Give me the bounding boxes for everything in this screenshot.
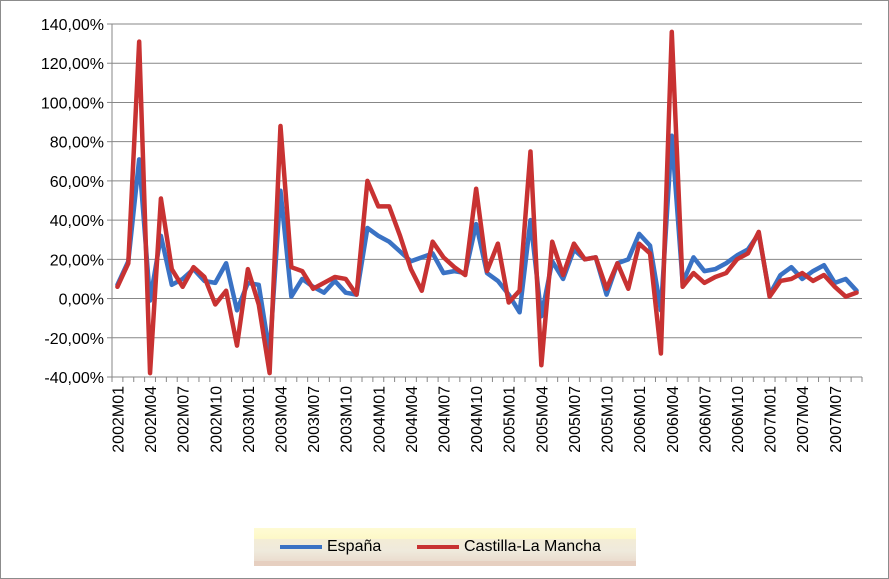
x-tick-label: 2006M01 bbox=[632, 386, 649, 453]
x-tick-label: 2003M07 bbox=[306, 386, 323, 453]
x-tick-label: 2007M04 bbox=[795, 386, 812, 453]
x-tick-label: 2004M07 bbox=[437, 386, 454, 453]
x-tick-labels: 2002M01 2002M04 2002M07 2002M10 2003M01 2003M… bbox=[110, 386, 844, 453]
x-tick-label: 2004M01 bbox=[371, 386, 388, 453]
x-tick-label: 2002M04 bbox=[143, 386, 160, 453]
y-tick-label: 80,00% bbox=[50, 135, 104, 152]
x-tick-label: 2005M07 bbox=[567, 386, 584, 453]
legend-swatch-castilla-la-mancha bbox=[417, 545, 459, 549]
series-points-castilla-la-mancha bbox=[116, 31, 858, 375]
legend-bottom-band bbox=[254, 561, 636, 566]
x-tick-label: 2002M07 bbox=[176, 386, 193, 453]
gridlines bbox=[112, 23, 862, 378]
y-tick-label: 100,00% bbox=[41, 95, 104, 112]
x-tick-label: 2006M10 bbox=[730, 386, 747, 453]
legend-entry-castilla-la-mancha: Castilla-La Mancha bbox=[417, 537, 601, 557]
x-tick-label: 2005M01 bbox=[502, 386, 519, 453]
y-tick-label: 0,00% bbox=[59, 292, 104, 309]
y-tick-label: 40,00% bbox=[50, 213, 104, 230]
legend-swatch-espana bbox=[280, 545, 322, 549]
y-tick-label: 140,00% bbox=[41, 17, 104, 34]
y-tick-label: 60,00% bbox=[50, 174, 104, 191]
x-tick-label: 2007M07 bbox=[828, 386, 845, 453]
series-line-castilla-la-mancha bbox=[115, 29, 859, 376]
series-lines bbox=[115, 29, 859, 376]
x-tick-label: 2003M04 bbox=[273, 386, 290, 453]
x-tick-label: 2004M10 bbox=[469, 386, 486, 453]
x-tick-label: 2002M01 bbox=[110, 386, 127, 453]
x-tick-label: 2006M04 bbox=[665, 386, 682, 453]
x-tick-label: 2003M10 bbox=[339, 386, 356, 453]
x-tick-label: 2007M01 bbox=[763, 386, 780, 453]
series-line-espana bbox=[115, 133, 859, 356]
x-tick-label: 2006M07 bbox=[697, 386, 714, 453]
legend: España Castilla-La Mancha bbox=[254, 528, 636, 566]
legend-label-espana: España bbox=[327, 538, 382, 555]
x-tick-label: 2005M10 bbox=[600, 386, 617, 453]
y-tick-label: -20,00% bbox=[44, 331, 104, 348]
legend-entry-espana: España bbox=[280, 537, 381, 557]
y-tick-label: 20,00% bbox=[50, 252, 104, 269]
x-tick-label: 2005M04 bbox=[534, 386, 551, 453]
legend-label-castilla-la-mancha: Castilla-La Mancha bbox=[464, 538, 601, 555]
x-tick-label: 2003M01 bbox=[241, 386, 258, 453]
x-tick-label: 2002M10 bbox=[208, 386, 225, 453]
y-tick-label: -40,00% bbox=[44, 370, 104, 387]
y-tick-labels: -40,00% -20,00% 0,00% 20,00% 40,00% 60,00% 80,… bbox=[41, 17, 104, 387]
x-tick-label: 2004M04 bbox=[404, 386, 421, 453]
y-tick-label: 120,00% bbox=[41, 56, 104, 73]
axes bbox=[107, 23, 863, 382]
series-points-espana bbox=[116, 135, 858, 355]
